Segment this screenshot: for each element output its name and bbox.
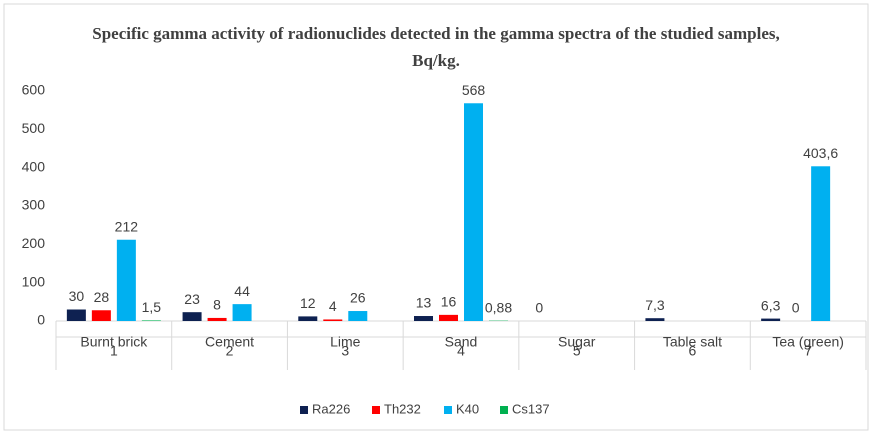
- data-label: 12: [300, 295, 316, 311]
- bar: [761, 318, 781, 321]
- chart-border: [3, 3, 869, 431]
- y-tick-label: 400: [22, 158, 46, 174]
- x-group-label: 4: [457, 343, 465, 359]
- bar: [439, 314, 458, 321]
- bar: [207, 317, 227, 321]
- y-tick-label: 0: [37, 312, 45, 328]
- bar: [91, 310, 111, 321]
- bar: [232, 304, 252, 321]
- legend-swatch: [500, 406, 508, 414]
- bar: [645, 318, 665, 321]
- x-tick-label: Lime: [330, 334, 361, 350]
- bar: [348, 311, 368, 321]
- data-label: 212: [115, 218, 139, 234]
- data-label: 28: [94, 289, 110, 305]
- x-tick-label: Table salt: [663, 334, 722, 350]
- x-group-label: 6: [689, 343, 697, 359]
- legend-label: K40: [456, 401, 479, 416]
- y-tick-label: 200: [22, 235, 46, 251]
- bar: [811, 166, 831, 321]
- legend-swatch: [372, 406, 380, 414]
- legend-label: Ra226: [312, 401, 350, 416]
- data-label: 26: [350, 290, 366, 306]
- bar: [414, 316, 433, 321]
- data-label: 1,5: [142, 299, 162, 315]
- x-group-label: 3: [341, 343, 349, 359]
- y-tick-label: 600: [22, 82, 46, 98]
- bar: [116, 239, 136, 321]
- x-group-label: 5: [573, 343, 581, 359]
- data-label: 44: [234, 283, 250, 299]
- bar: [141, 320, 161, 321]
- bar: [464, 103, 483, 322]
- y-tick-label: 500: [22, 120, 46, 136]
- x-group-label: 2: [226, 343, 234, 359]
- legend-swatch: [444, 406, 452, 414]
- x-tick-label: Burnt brick: [80, 334, 148, 350]
- data-label: 568: [462, 82, 486, 98]
- data-label: 4: [329, 298, 337, 314]
- legend-label: Th232: [384, 401, 421, 416]
- y-tick-label: 300: [22, 197, 46, 213]
- x-tick-label: Sugar: [558, 334, 596, 350]
- x-tick-label: Sand: [445, 334, 478, 350]
- data-label: 16: [441, 294, 457, 310]
- bar: [323, 319, 343, 321]
- data-label: 30: [69, 288, 85, 304]
- legend-label: Cs137: [512, 401, 550, 416]
- x-tick-label: Cement: [205, 334, 254, 350]
- data-label: 403,6: [803, 145, 838, 161]
- bar: [66, 309, 86, 321]
- data-label: 13: [416, 295, 432, 311]
- x-group-label: 7: [804, 343, 812, 359]
- chart-title: Specific gamma activity of radionuclides…: [92, 24, 780, 70]
- y-tick-label: 100: [22, 273, 46, 289]
- bar: [298, 316, 318, 321]
- data-label: 7,3: [645, 297, 665, 313]
- legend-swatch: [300, 406, 308, 414]
- bar: [182, 312, 202, 321]
- data-label: 0,88: [485, 299, 512, 315]
- data-label: 0: [792, 300, 800, 316]
- data-label: 23: [184, 291, 200, 307]
- data-label: 0: [535, 300, 543, 316]
- x-group-label: 1: [110, 343, 118, 359]
- x-tick-label: Tea (green): [772, 334, 844, 350]
- data-label: 6,3: [761, 297, 781, 313]
- data-label: 8: [213, 297, 221, 313]
